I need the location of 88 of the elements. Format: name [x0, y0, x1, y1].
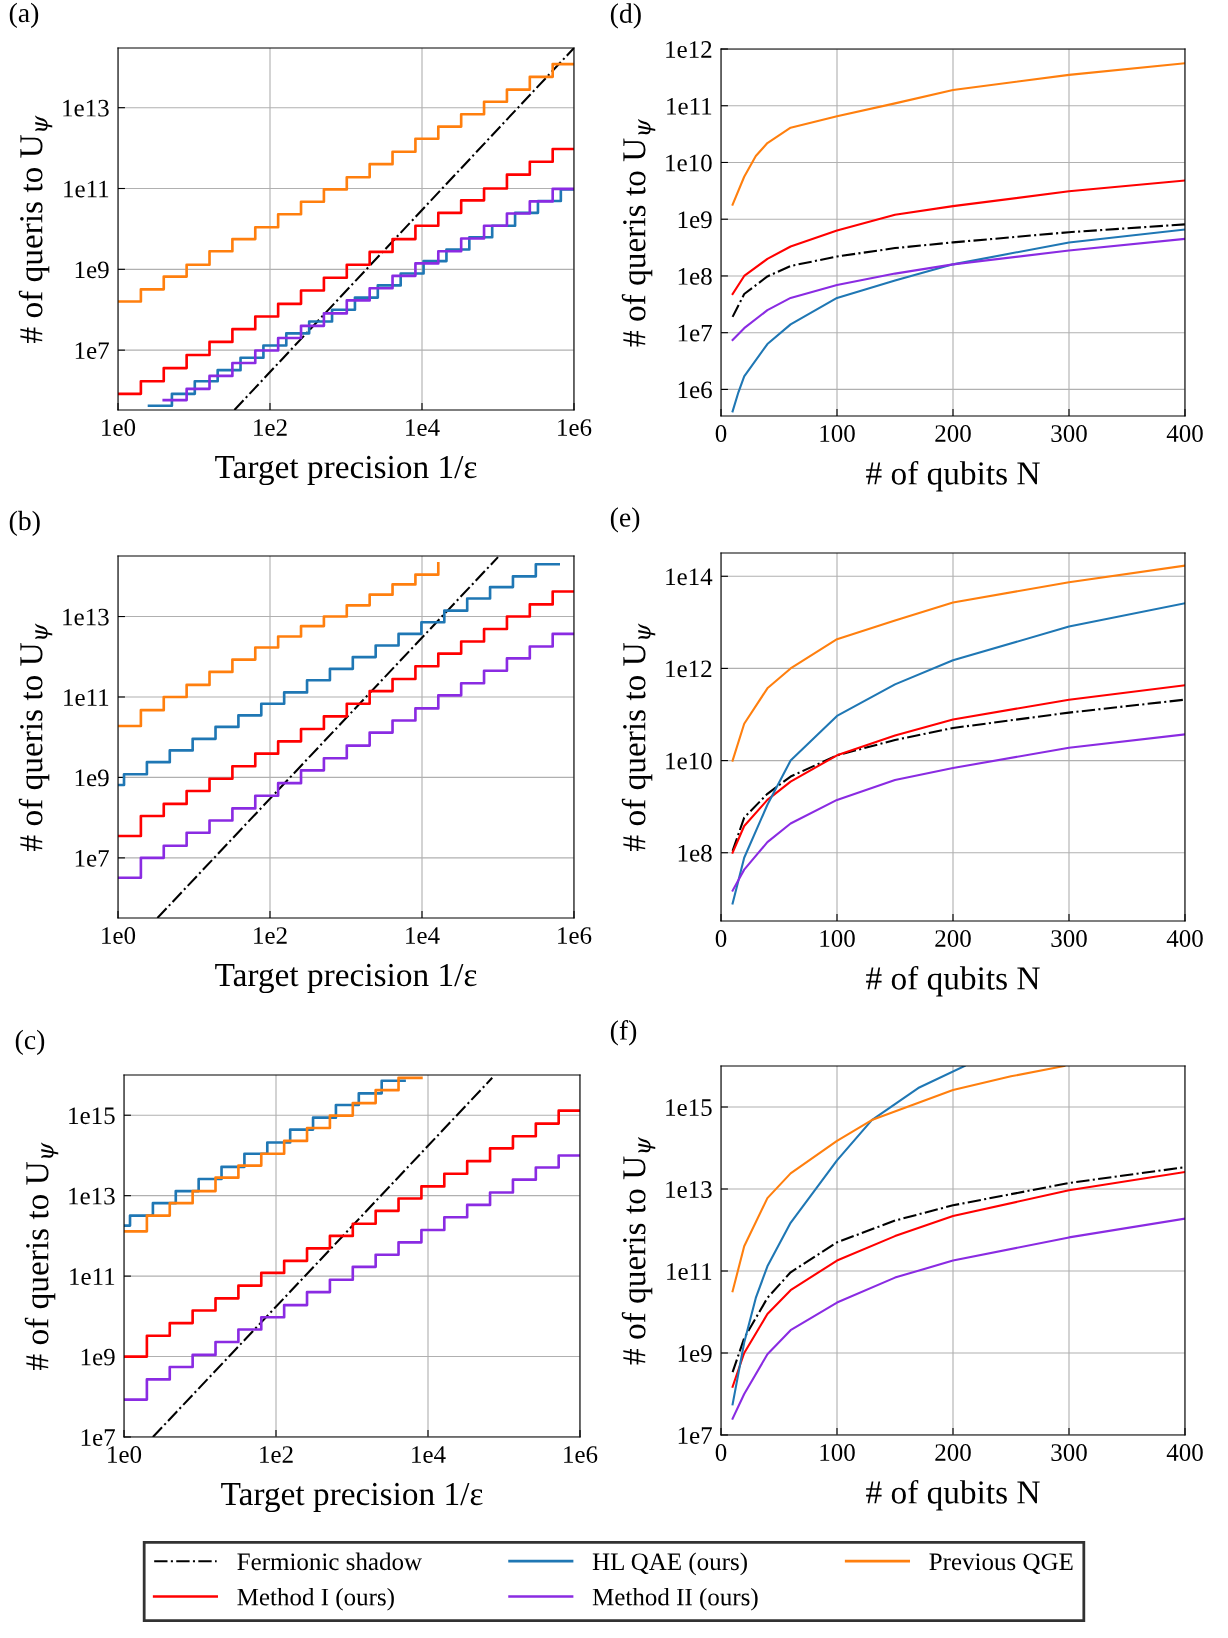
x-tick-label: 1e0 — [108, 1446, 142, 1463]
chart-title: (c) — [15, 1029, 45, 1056]
line-series — [731, 179, 1185, 296]
x-tick-label: 1e0 — [102, 927, 136, 944]
y-tick-label: 1e11 — [70, 1268, 115, 1286]
y-tick-label: 1e9 — [75, 769, 109, 787]
y-tick-label: 1e6 — [678, 381, 712, 399]
y-axis-title: # of queris to U$_{ψ}$ — [24, 1142, 59, 1370]
y-tick-label: 1e7 — [678, 1427, 712, 1444]
x-tick-label: 1e6 — [558, 419, 592, 436]
x-axis-title: # of qubits N — [866, 460, 1040, 492]
y-tick-label: 1e11 — [667, 1263, 712, 1280]
chart-title: (b) — [9, 510, 40, 537]
y-axis-title: # of queris to U$_{ψ}$ — [18, 623, 53, 851]
y-tick-label: 1e12 — [666, 660, 712, 678]
line-series — [731, 228, 1185, 413]
y-tick-label: 1e7 — [75, 850, 109, 867]
legend-label: Method II (ours) — [592, 1587, 758, 1611]
x-axis-title: Target precision 1/ε — [215, 455, 477, 486]
x-tick-label: 1e2 — [260, 1446, 293, 1463]
y-tick-label: 1e13 — [69, 1187, 115, 1205]
y-axis-title: # of queris to U$_{ψ}$ — [621, 1136, 656, 1365]
x-tick-label: 300 — [1051, 1444, 1087, 1461]
x-tick-label: 100 — [820, 1444, 855, 1461]
line-series — [731, 237, 1185, 342]
y-tick-label: 1e15 — [69, 1107, 115, 1125]
x-tick-label: 100 — [820, 930, 855, 947]
x-tick-label: 400 — [1166, 425, 1203, 442]
legend-label: Previous QGE — [929, 1553, 1073, 1574]
x-tick-label: 0 — [715, 425, 727, 442]
x-tick-label: 100 — [820, 425, 855, 442]
x-tick-label: 200 — [935, 1444, 971, 1461]
line-series — [731, 62, 1185, 206]
y-axis-title: # of queris to U$_{ψ}$ — [18, 115, 53, 343]
y-tick-label: 1e14 — [666, 568, 713, 586]
legend-label: Fermionic shadow — [237, 1552, 422, 1571]
y-tick-label: 1e9 — [81, 1348, 115, 1366]
x-tick-label: 1e4 — [406, 419, 440, 436]
y-tick-label: 1e11 — [64, 689, 109, 706]
x-tick-label: 1e4 — [412, 1446, 446, 1463]
x-axis-title: # of qubits N — [866, 1479, 1040, 1511]
line-series — [731, 733, 1185, 892]
chart-title: (f) — [610, 1020, 637, 1046]
line-series — [731, 1217, 1185, 1420]
y-tick-label: 1e10 — [666, 752, 712, 770]
x-tick-label: 0 — [715, 930, 727, 947]
y-tick-label: 1e11 — [667, 97, 712, 115]
y-tick-label: 1e8 — [678, 267, 712, 285]
y-tick-label: 1e13 — [63, 608, 109, 626]
x-axis-title: # of qubits N — [866, 965, 1040, 997]
y-axis-title: # of queris to U$_{ψ}$ — [621, 623, 656, 851]
x-tick-label: 1e6 — [564, 1446, 598, 1463]
x-tick-label: 1e4 — [406, 927, 440, 944]
x-tick-label: 400 — [1166, 930, 1203, 947]
y-tick-label: 1e11 — [64, 180, 109, 198]
x-tick-label: 1e2 — [254, 927, 287, 944]
line-series — [731, 602, 1185, 905]
x-axis-title: Target precision 1/ε — [215, 963, 477, 994]
y-tick-label: 1e9 — [678, 1345, 712, 1362]
y-tick-label: 1e7 — [81, 1429, 115, 1446]
y-tick-label: 1e7 — [75, 342, 109, 360]
line-series — [731, 1066, 966, 1406]
y-tick-label: 1e12 — [666, 41, 712, 58]
y-tick-label: 1e9 — [678, 211, 712, 229]
x-tick-label: 200 — [935, 425, 971, 442]
y-tick-label: 1e7 — [678, 324, 712, 342]
x-tick-label: 400 — [1166, 1444, 1203, 1461]
x-tick-label: 200 — [935, 930, 971, 947]
y-tick-label: 1e8 — [678, 844, 712, 862]
y-tick-label: 1e13 — [63, 99, 109, 117]
y-tick-label: 1e9 — [75, 261, 109, 279]
line-series — [731, 564, 1185, 762]
chart-title: (d) — [610, 3, 641, 29]
x-axis-title: Target precision 1/ε — [221, 1482, 483, 1513]
y-axis-title: # of queris to U$_{ψ}$ — [621, 118, 656, 347]
legend-label: HL QAE (ours) — [592, 1552, 747, 1576]
x-tick-label: 1e6 — [558, 927, 592, 944]
x-tick-label: 1e2 — [254, 419, 287, 436]
y-tick-label: 1e10 — [666, 154, 712, 172]
x-tick-label: 300 — [1051, 930, 1087, 947]
legend-label: Method I (ours) — [237, 1587, 394, 1611]
x-tick-label: 300 — [1051, 425, 1087, 442]
x-tick-label: 1e0 — [102, 419, 136, 436]
chart-title: (a) — [9, 2, 39, 29]
chart-title: (e) — [610, 507, 640, 533]
y-tick-label: 1e15 — [666, 1099, 712, 1116]
x-tick-label: 0 — [715, 1444, 727, 1461]
y-tick-label: 1e13 — [666, 1181, 712, 1198]
